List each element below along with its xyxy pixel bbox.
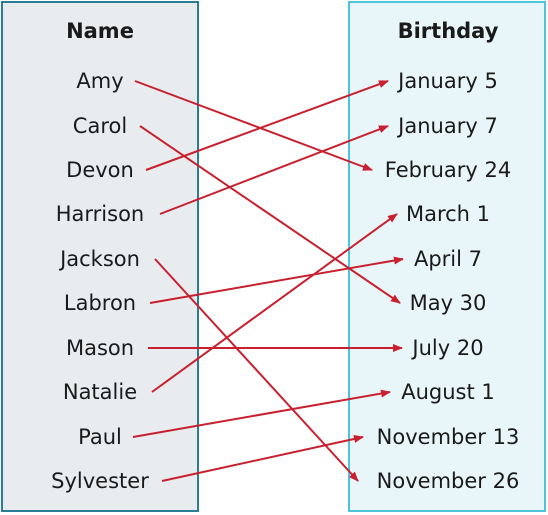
birthday-column-header: Birthday (397, 19, 499, 43)
birthday-item: August 1 (401, 380, 495, 404)
mapping-arrow (161, 435, 364, 482)
birthday-item: April 7 (413, 247, 483, 271)
name-item: Mason (65, 336, 135, 360)
mapping-arrow (154, 258, 359, 482)
name-item: Natalie (62, 380, 138, 404)
birthday-item: February 24 (384, 158, 512, 182)
name-item: Carol (72, 114, 128, 138)
birthday-item: March 1 (405, 202, 491, 226)
mapping-arrow (151, 213, 398, 393)
mapping-arrow (139, 125, 401, 304)
birthday-item: November 13 (376, 425, 520, 449)
name-item: Devon (66, 158, 134, 182)
birthday-item: May 30 (409, 291, 487, 315)
name-column-box (1, 1, 199, 512)
name-item: Harrison (55, 202, 145, 226)
birthday-item: January 5 (398, 69, 498, 93)
name-item: Sylvester (51, 469, 149, 493)
name-column-header: Name (66, 19, 134, 43)
name-item: Labron (63, 291, 137, 315)
birthday-item: January 7 (398, 114, 498, 138)
name-item: Amy (76, 69, 124, 93)
name-item: Jackson (60, 247, 140, 271)
mapping-arrow (145, 80, 389, 171)
birthday-item: July 20 (412, 336, 484, 360)
mapping-arrow (132, 389, 391, 438)
mapping-arrow (159, 125, 389, 215)
mapping-arrow (149, 256, 404, 304)
mapping-arrow (134, 80, 373, 171)
name-item: Paul (78, 425, 122, 449)
birthday-item: November 26 (376, 469, 520, 493)
